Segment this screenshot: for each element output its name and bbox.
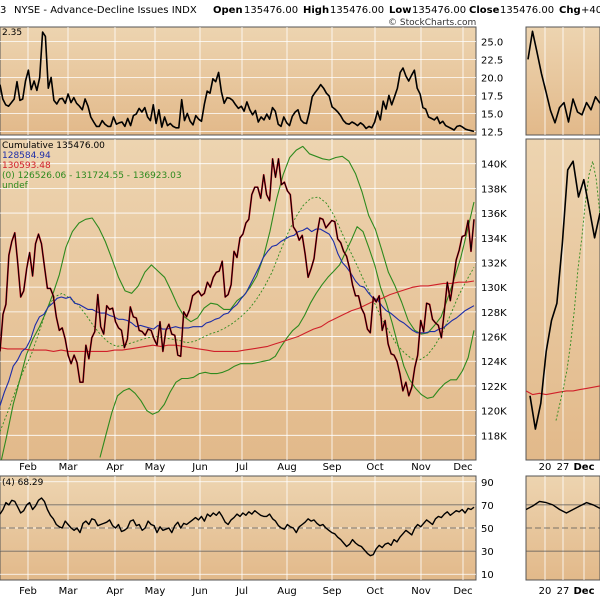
main-y-tick: 128K	[481, 308, 507, 319]
bottom-x-tick: Jun	[191, 586, 208, 597]
low-label: Low	[389, 5, 411, 16]
main-x-tick: Sep	[323, 462, 342, 473]
top-y-tick: 17.5	[481, 91, 503, 102]
main-y-tick: 124K	[481, 357, 507, 368]
right-rsi-line	[526, 500, 600, 514]
chg-label: Chg	[559, 5, 581, 16]
right-middle-band-line	[555, 160, 600, 421]
right-bottom-x-tick: 27	[557, 586, 570, 597]
high-value: 135476.00	[330, 5, 384, 16]
legend-ema-short: 128584.94	[2, 151, 51, 161]
main-x-tick: Oct	[366, 462, 383, 473]
top-y-tick: 15.0	[481, 109, 503, 120]
series-layer	[0, 30, 600, 557]
main-y-tick: 122K	[481, 382, 507, 393]
bottom-x-tick: Jul	[235, 586, 248, 597]
open-value: 135476.00	[244, 5, 298, 16]
legend-bands: (0) 126526.06 - 131724.55 - 136923.03	[2, 171, 182, 181]
bottom-y-tick: 90	[481, 478, 494, 489]
main-x-tick: Aug	[277, 462, 297, 473]
main-x-tick: Jun	[191, 462, 208, 473]
bottom-x-tick: May	[145, 586, 166, 597]
top-indicator-line	[0, 31, 475, 133]
bottom-x-tick: Sep	[323, 586, 342, 597]
main-y-tick: 130K	[481, 283, 507, 294]
main-y-tick: 134K	[481, 234, 507, 245]
main-y-tick: 138K	[481, 184, 507, 195]
bottom-y-tick: 50	[481, 524, 494, 535]
main-x-tick: Nov	[411, 462, 431, 473]
chart-header: 3 NYSE - Advance-Decline Issues INDX Ope…	[0, 5, 600, 28]
right-bottom-x-tick: 20	[539, 586, 552, 597]
bottom-x-tick: Feb	[19, 586, 37, 597]
close-value: 135476.00	[500, 5, 554, 16]
bottom-y-tick: 10	[481, 570, 494, 581]
main-x-tick: Feb	[19, 462, 37, 473]
ema-short-line	[0, 227, 475, 406]
price-line	[0, 158, 475, 397]
right-main-x-tick: 27	[557, 462, 570, 473]
main-x-tick: Mar	[59, 462, 79, 473]
low-value: 135476.00	[412, 5, 466, 16]
ema-long-line	[0, 280, 475, 352]
legend-undef: undef	[2, 181, 29, 191]
right-main-x-tick: 20	[539, 462, 552, 473]
main-x-tick: Dec	[453, 462, 472, 473]
open-label: Open	[213, 5, 243, 16]
bottom-panel-title: (4) 68.29	[2, 478, 44, 488]
main-y-tick: 132K	[481, 258, 507, 269]
bottom-y-tick: 30	[481, 547, 494, 558]
high-label: High	[303, 5, 329, 16]
right-main-x-tick: Dec	[573, 462, 594, 473]
close-label: Close	[469, 5, 500, 16]
watermark: © StockCharts.com	[388, 18, 476, 28]
main-y-tick: 126K	[481, 333, 507, 344]
right-price-line	[529, 160, 600, 430]
upper-band-line	[0, 145, 475, 460]
top-y-tick: 25.0	[481, 37, 503, 48]
chart-title: NYSE - Advance-Decline Issues INDX	[14, 5, 197, 16]
legend-ema-long: 130593.48	[2, 161, 51, 171]
symbol-stub: 3	[0, 5, 6, 16]
top-panel-label: 2.35	[2, 28, 22, 38]
rsi-line	[0, 497, 475, 557]
bottom-x-tick: Mar	[59, 586, 79, 597]
main-x-tick: May	[145, 462, 166, 473]
bottom-y-tick: 70	[481, 501, 494, 512]
bottom-x-tick: Aug	[277, 586, 297, 597]
axis-labels: 25.0 22.5 20.0 17.5 15.0 12.5 140K 138K 136K 134K…	[19, 37, 594, 597]
top-y-tick: 20.0	[481, 73, 503, 84]
main-x-tick: Jul	[235, 462, 248, 473]
bottom-x-tick: Oct	[366, 586, 383, 597]
top-y-tick: 12.5	[481, 127, 503, 138]
main-y-tick: 136K	[481, 209, 507, 220]
chg-value: +401.00 (+0.30%)	[581, 5, 600, 16]
bottom-x-tick: Dec	[453, 586, 472, 597]
right-bottom-x-tick: Dec	[573, 586, 594, 597]
right-top-indicator-line	[527, 30, 600, 124]
top-panel	[0, 26, 477, 136]
main-x-tick: Apr	[106, 462, 124, 473]
reference-lines	[0, 504, 600, 552]
main-y-tick: 120K	[481, 407, 507, 418]
top-y-tick: 22.5	[481, 55, 503, 66]
main-y-tick: 118K	[481, 431, 507, 442]
bottom-x-tick: Nov	[411, 586, 431, 597]
main-panel-title: Cumulative 135476.00	[2, 141, 105, 151]
main-y-tick: 140K	[481, 160, 507, 171]
bottom-x-tick: Apr	[106, 586, 124, 597]
